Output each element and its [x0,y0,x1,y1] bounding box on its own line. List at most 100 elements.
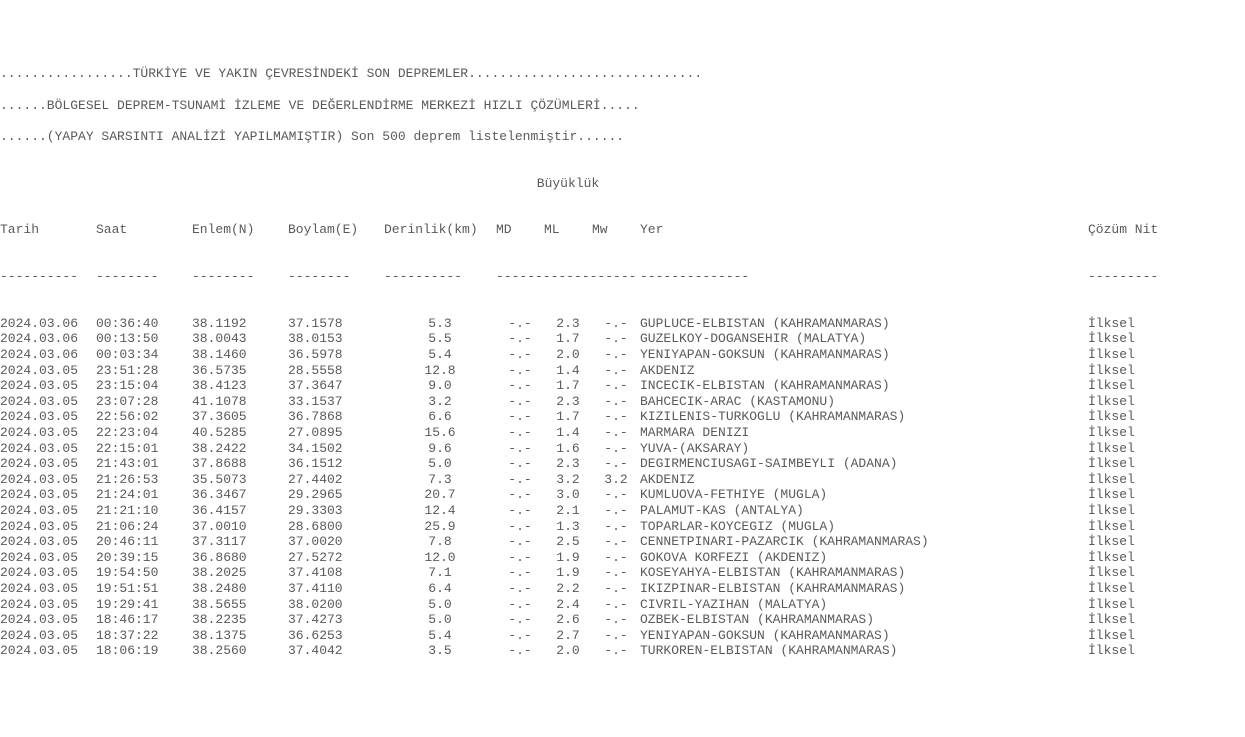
cell-tarih: 2024.03.05 [0,456,96,472]
magnitude-superheader: Büyüklük [496,176,640,192]
cell-enlem: 38.2560 [192,643,288,659]
cell-saat: 18:46:17 [96,612,192,628]
cell-ml: 2.7 [544,628,592,644]
col-md: MD [496,222,544,238]
cell-ml: 1.7 [544,331,592,347]
table-row: 2024.03.0523:51:2836.573528.555812.8-.-1… [0,363,1245,379]
cell-boylam: 37.4273 [288,612,384,628]
cell-mw: -.- [592,425,640,441]
cell-boylam: 37.1578 [288,316,384,332]
cell-saat: 21:43:01 [96,456,192,472]
cell-mw: -.- [592,441,640,457]
cell-yer: KIZILENIS-TURKOGLU (KAHRAMANMARAS) [640,409,1088,425]
cell-boylam: 37.3647 [288,378,384,394]
cell-enlem: 38.2422 [192,441,288,457]
cell-md: -.- [496,643,544,659]
cell-derin: 7.1 [384,565,496,581]
cell-yer: CENNETPINARI-PAZARCIK (KAHRAMANMARAS) [640,534,1088,550]
cell-md: -.- [496,394,544,410]
cell-tarih: 2024.03.05 [0,378,96,394]
header-line-2: ......BÖLGESEL DEPREM-TSUNAMİ İZLEME VE … [0,98,1245,114]
cell-tarih: 2024.03.05 [0,643,96,659]
cell-md: -.- [496,331,544,347]
cell-nit: İlksel [1088,534,1208,550]
cell-nit: İlksel [1088,487,1208,503]
cell-yer: KUMLUOVA-FETHIYE (MUGLA) [640,487,1088,503]
table-row: 2024.03.0519:29:4138.565538.02005.0-.-2.… [0,597,1245,613]
cell-mw: -.- [592,409,640,425]
cell-mw: -.- [592,316,640,332]
cell-derin: 5.5 [384,331,496,347]
cell-md: -.- [496,581,544,597]
cell-derin: 5.0 [384,456,496,472]
cell-derin: 12.8 [384,363,496,379]
cell-mw: -.- [592,628,640,644]
table-row: 2024.03.0520:39:1536.868027.527212.0-.-1… [0,550,1245,566]
cell-enlem: 38.1460 [192,347,288,363]
cell-derin: 7.3 [384,472,496,488]
cell-enlem: 38.2235 [192,612,288,628]
table-row: 2024.03.0518:06:1938.256037.40423.5-.-2.… [0,643,1245,659]
cell-nit: İlksel [1088,441,1208,457]
cell-saat: 23:07:28 [96,394,192,410]
cell-mw: -.- [592,565,640,581]
cell-mw: 3.2 [592,472,640,488]
cell-derin: 15.6 [384,425,496,441]
col-enlem: Enlem(N) [192,222,288,238]
header-line-1: .................TÜRKİYE VE YAKIN ÇEVRES… [0,66,1245,82]
cell-yer: GUPLUCE-ELBISTAN (KAHRAMANMARAS) [640,316,1088,332]
cell-enlem: 37.0010 [192,519,288,535]
table-row: 2024.03.0522:15:0138.242234.15029.6-.-1.… [0,441,1245,457]
cell-nit: İlksel [1088,581,1208,597]
cell-md: -.- [496,519,544,535]
cell-yer: PALAMUT-KAS (ANTALYA) [640,503,1088,519]
cell-md: -.- [496,347,544,363]
table-row: 2024.03.0522:23:0440.528527.089515.6-.-1… [0,425,1245,441]
cell-boylam: 28.6800 [288,519,384,535]
cell-enlem: 38.1192 [192,316,288,332]
cell-md: -.- [496,456,544,472]
cell-ml: 2.5 [544,534,592,550]
cell-boylam: 37.4110 [288,581,384,597]
cell-saat: 22:56:02 [96,409,192,425]
cell-derin: 12.4 [384,503,496,519]
cell-ml: 2.0 [544,643,592,659]
table-row: 2024.03.0518:37:2238.137536.62535.4-.-2.… [0,628,1245,644]
cell-tarih: 2024.03.06 [0,316,96,332]
cell-ml: 2.6 [544,612,592,628]
cell-mw: -.- [592,519,640,535]
cell-nit: İlksel [1088,519,1208,535]
cell-ml: 1.3 [544,519,592,535]
cell-mw: -.- [592,378,640,394]
cell-tarih: 2024.03.05 [0,581,96,597]
cell-ml: 1.7 [544,409,592,425]
cell-saat: 22:15:01 [96,441,192,457]
cell-tarih: 2024.03.05 [0,565,96,581]
cell-boylam: 38.0153 [288,331,384,347]
cell-saat: 00:13:50 [96,331,192,347]
earthquake-table-body: 2024.03.0600:36:4038.119237.15785.3-.-2.… [0,316,1245,659]
cell-enlem: 38.5655 [192,597,288,613]
cell-md: -.- [496,628,544,644]
cell-derin: 5.4 [384,347,496,363]
cell-md: -.- [496,425,544,441]
cell-ml: 1.6 [544,441,592,457]
table-row: 2024.03.0522:56:0237.360536.78686.6-.-1.… [0,409,1245,425]
cell-nit: İlksel [1088,347,1208,363]
cell-md: -.- [496,441,544,457]
cell-yer: INCECIK-ELBISTAN (KAHRAMANMARAS) [640,378,1088,394]
table-row: 2024.03.0518:46:1738.223537.42735.0-.-2.… [0,612,1245,628]
cell-enlem: 38.4123 [192,378,288,394]
cell-enlem: 36.4157 [192,503,288,519]
cell-tarih: 2024.03.06 [0,347,96,363]
table-row: 2024.03.0519:51:5138.248037.41106.4-.-2.… [0,581,1245,597]
cell-derin: 9.6 [384,441,496,457]
cell-mw: -.- [592,456,640,472]
cell-mw: -.- [592,487,640,503]
header-line-3: ......(YAPAY SARSINTI ANALİZİ YAPILMAMIŞ… [0,129,1245,145]
cell-md: -.- [496,565,544,581]
cell-yer: OZBEK-ELBISTAN (KAHRAMANMARAS) [640,612,1088,628]
cell-mw: -.- [592,503,640,519]
cell-md: -.- [496,550,544,566]
cell-nit: İlksel [1088,425,1208,441]
